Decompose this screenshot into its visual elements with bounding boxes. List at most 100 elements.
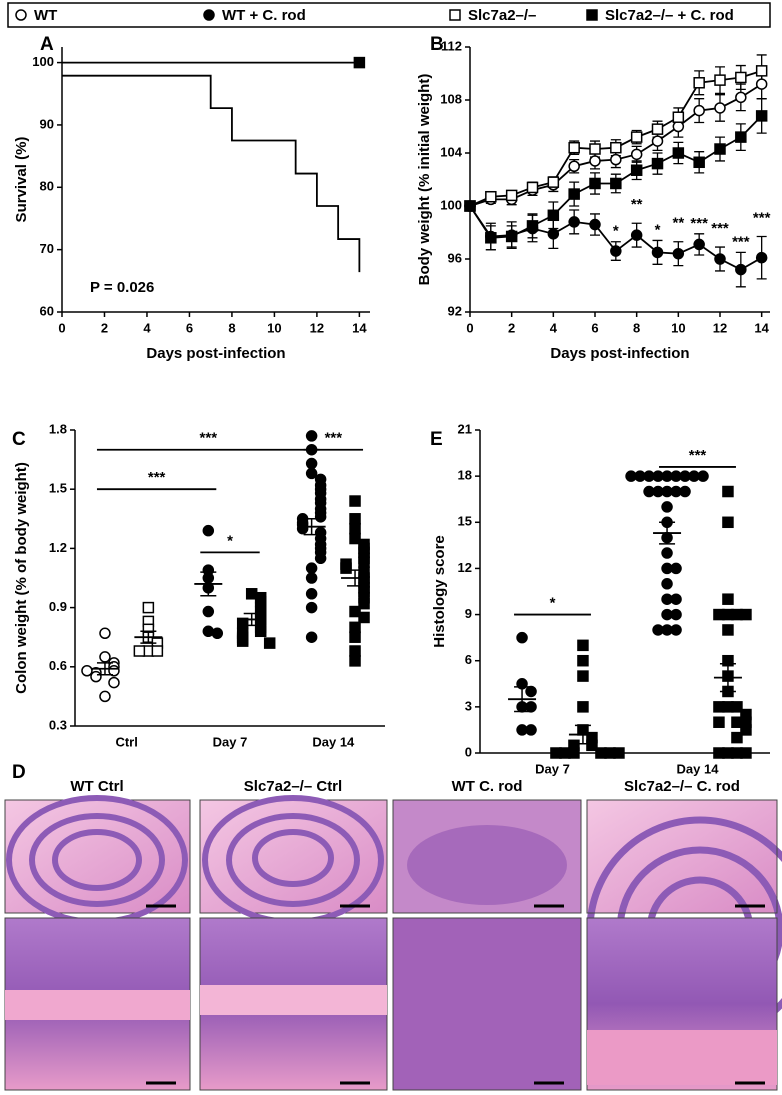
point — [672, 147, 685, 159]
x-tick-label: 10 — [671, 320, 685, 335]
x-axis-title: Days post-infection — [146, 345, 285, 362]
y-tick-label: 108 — [440, 91, 462, 106]
point — [90, 670, 102, 683]
panel-letter: D — [12, 762, 26, 783]
y-axis-title: Colon weight (% of body weight) — [13, 462, 30, 694]
point — [305, 588, 318, 600]
y-tick-label: 92 — [448, 303, 462, 318]
y-tick-label: 18 — [458, 468, 472, 483]
image — [392, 917, 582, 1091]
point — [697, 470, 709, 482]
x-tick-label: 14 — [754, 320, 769, 335]
sem-bar — [719, 663, 736, 693]
point — [525, 724, 537, 736]
point — [693, 77, 705, 89]
point — [610, 141, 622, 154]
point — [358, 597, 370, 610]
point — [661, 501, 673, 513]
point — [151, 645, 164, 657]
sem-bar — [514, 686, 531, 713]
point — [314, 511, 327, 523]
point — [349, 513, 361, 525]
y-tick-label: 90 — [40, 116, 54, 131]
legend-label: Slc7a2–/– — [468, 7, 536, 24]
x-tick-label: 6 — [186, 320, 193, 335]
point — [713, 716, 725, 728]
point — [305, 601, 318, 614]
y-axis-title: Body weight (% initial weight) — [416, 74, 433, 286]
image-detail — [200, 985, 387, 1015]
point — [651, 157, 664, 170]
point — [652, 624, 664, 636]
point — [340, 562, 352, 574]
point — [263, 637, 276, 649]
point — [305, 430, 318, 442]
significance: * — [655, 221, 661, 238]
sem-bar — [574, 724, 591, 745]
y-tick-label: 0 — [465, 744, 472, 759]
point — [630, 229, 643, 241]
x-tick-label: 0 — [58, 320, 65, 335]
point — [679, 485, 691, 498]
panel-letter: A — [40, 34, 54, 55]
y-tick-label: 0.6 — [49, 658, 67, 673]
y-tick-label: 0.3 — [49, 717, 67, 732]
x-axis-title: Days post-infection — [550, 345, 689, 362]
point — [713, 701, 725, 713]
point — [133, 645, 146, 657]
point — [714, 102, 726, 114]
point — [296, 522, 309, 535]
comparison-label: *** — [200, 430, 218, 447]
point — [305, 457, 318, 470]
comparison-label: * — [550, 595, 556, 612]
point — [610, 153, 622, 166]
sem-bar — [347, 569, 364, 587]
point — [714, 143, 726, 155]
point — [731, 731, 743, 744]
y-tick-label: 1.8 — [49, 421, 67, 436]
point — [202, 605, 215, 618]
panel-letter: C — [12, 429, 26, 450]
point — [625, 470, 637, 482]
legend-label: Slc7a2–/– + C. rod — [605, 7, 734, 24]
point — [505, 230, 518, 243]
point — [735, 263, 747, 276]
comparison-label: *** — [689, 447, 707, 464]
point — [735, 131, 747, 143]
sem-bar — [659, 521, 676, 545]
comparison-label: * — [227, 532, 233, 549]
point — [714, 74, 726, 86]
point — [610, 245, 622, 257]
point — [672, 247, 685, 260]
point — [670, 608, 682, 621]
y-tick-label: 1.2 — [49, 540, 67, 555]
point — [722, 624, 734, 636]
legend-marker — [15, 9, 27, 21]
significance: *** — [732, 233, 750, 250]
y-tick-label: 15 — [458, 514, 472, 529]
point — [516, 631, 528, 644]
point — [236, 635, 249, 647]
point — [547, 228, 560, 240]
y-tick-label: 6 — [465, 652, 472, 667]
annotation: P = 0.026 — [90, 279, 154, 296]
legend-marker — [586, 9, 598, 21]
image-title: Slc7a2–/– Ctrl — [244, 778, 342, 795]
point — [254, 625, 267, 638]
point — [349, 631, 361, 643]
y-axis-title: Histology score — [431, 535, 448, 648]
point — [526, 220, 539, 232]
x-tick-label: 8 — [228, 320, 235, 335]
point — [464, 200, 476, 212]
x-tick-label: 12 — [310, 320, 324, 335]
point — [589, 155, 601, 167]
point — [714, 253, 726, 265]
y-tick-label: 12 — [458, 560, 472, 575]
point — [547, 209, 560, 222]
point — [755, 110, 768, 122]
point — [735, 71, 747, 84]
image-detail — [5, 990, 190, 1020]
image-title: Slc7a2–/– C. rod — [624, 778, 740, 795]
point — [358, 556, 370, 568]
